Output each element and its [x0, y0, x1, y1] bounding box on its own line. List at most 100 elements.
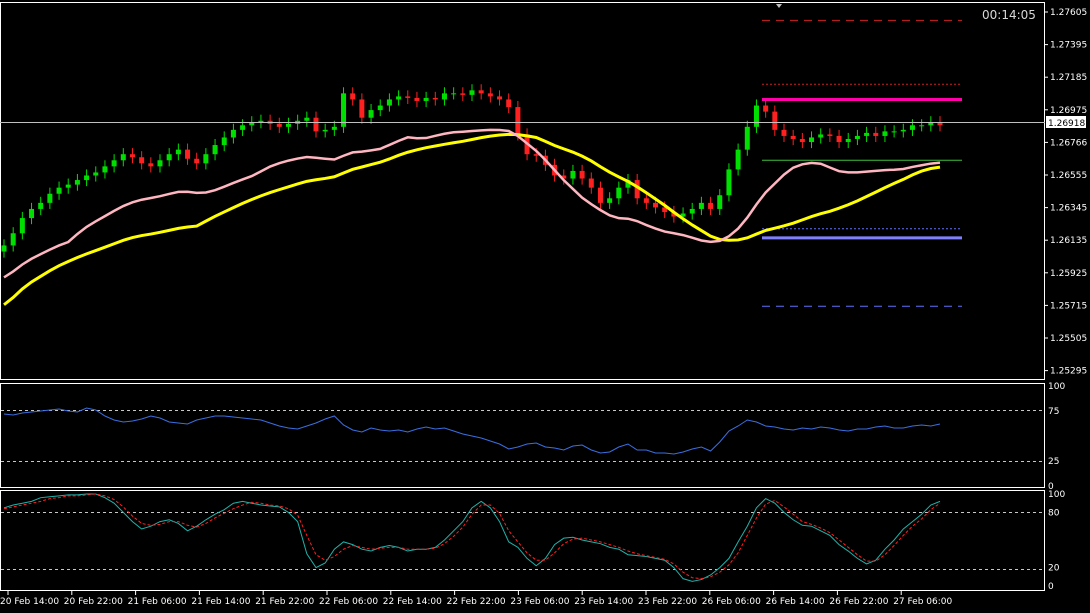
candle-body	[74, 180, 80, 185]
candle-body	[157, 160, 163, 167]
candle-body	[588, 178, 594, 188]
candle-body	[882, 131, 888, 136]
candle-body	[396, 96, 402, 100]
candle-body	[432, 97, 438, 100]
time-tick-label: 26 Feb 22:00	[829, 597, 888, 607]
candle-body	[341, 93, 347, 127]
candle-body	[47, 193, 53, 203]
candle-body	[671, 211, 677, 217]
candle-body	[185, 149, 191, 159]
price-tick-label: 1.25295	[1050, 367, 1087, 377]
candle-body	[276, 123, 282, 127]
rsi-tick-label: 0	[1048, 482, 1054, 492]
stochastic-tick-label: 80	[1048, 508, 1060, 518]
stochastic-signal-line	[3, 493, 941, 580]
candle-body	[790, 135, 796, 139]
time-tick-label: 20 Feb 14:00	[0, 597, 59, 607]
candle-body	[203, 154, 209, 164]
candle-body	[643, 198, 649, 203]
candle-body	[781, 129, 787, 136]
candle-body	[386, 99, 392, 106]
candle-body	[19, 218, 25, 234]
candle-body	[405, 96, 411, 98]
candle-body	[873, 132, 879, 136]
time-tick-label: 23 Feb 22:00	[638, 597, 697, 607]
candle-body	[285, 123, 291, 127]
rsi-tick-label: 75	[1048, 407, 1059, 417]
candle-body	[212, 145, 218, 155]
time-tick-label: 22 Feb 22:00	[447, 597, 506, 607]
candle-body	[38, 202, 44, 209]
stochastic-tick-label: 20	[1048, 564, 1060, 574]
candle-body	[240, 125, 246, 130]
candle-body	[625, 180, 631, 188]
candle-body	[129, 154, 135, 158]
candle-body	[478, 90, 484, 94]
candle-body	[221, 137, 227, 146]
candle-body	[506, 99, 512, 108]
caret-down-icon[interactable]	[776, 4, 782, 8]
price-tick-label: 1.26766	[1050, 138, 1087, 148]
candle-body	[65, 184, 71, 188]
ma-fast-line	[3, 128, 941, 279]
candle-body	[698, 202, 704, 209]
candle-body	[377, 105, 383, 111]
candle-body	[809, 137, 815, 143]
rsi-axis: 100 75 25 0	[1048, 382, 1065, 492]
rsi-line	[3, 407, 941, 455]
rsi-tick-label: 100	[1048, 382, 1065, 392]
time-axis: 20 Feb 14:00 20 Feb 22:00 21 Feb 06:00 21 F…	[0, 591, 953, 607]
candle-body	[561, 175, 567, 179]
candle-body	[864, 132, 870, 136]
candle-body	[726, 169, 732, 196]
candle-body	[368, 110, 374, 118]
candle-body	[230, 129, 236, 138]
time-tick-label: 22 Feb 06:00	[319, 597, 378, 607]
candle-body	[919, 125, 925, 127]
candle-body	[93, 172, 99, 176]
candle-body	[845, 138, 851, 143]
candle-body	[331, 126, 337, 130]
candle-body	[359, 99, 365, 118]
candle-body	[451, 93, 457, 95]
stochastic-panel-frame	[0, 490, 1045, 591]
candle-body	[111, 160, 117, 167]
stochastic-main-line	[3, 493, 941, 582]
candle-body	[441, 93, 447, 100]
candle-body	[350, 93, 356, 100]
time-tick-label: 21 Feb 06:00	[128, 597, 187, 607]
candle-body	[258, 120, 264, 123]
candle-body	[753, 105, 759, 127]
candle-body	[570, 170, 576, 179]
candle-body	[900, 129, 906, 132]
candle-body	[909, 125, 915, 130]
countdown-timer: 00:14:05	[982, 8, 1036, 22]
candle-body	[937, 122, 943, 126]
time-tick-label: 20 Feb 22:00	[64, 597, 123, 607]
price-tick-label: 1.26975	[1050, 106, 1087, 116]
ma-slow-line	[3, 132, 941, 306]
candle-body	[10, 233, 16, 246]
candle-body	[414, 97, 420, 101]
current-price-box	[1046, 116, 1086, 128]
candle-body	[836, 135, 842, 143]
candle-body	[1, 245, 7, 252]
candle-body	[533, 154, 539, 156]
candlesticks[interactable]	[1, 84, 943, 258]
price-tick-label: 1.27605	[1050, 8, 1087, 18]
price-tick-label: 1.25505	[1050, 334, 1087, 344]
time-tick-label: 21 Feb 22:00	[255, 597, 314, 607]
price-tick-label: 1.25715	[1050, 301, 1087, 311]
candle-body	[304, 117, 310, 121]
candle-body	[827, 134, 833, 136]
candle-body	[735, 149, 741, 170]
price-tick-label: 1.26555	[1050, 171, 1087, 181]
rsi-panel-frame	[0, 383, 1045, 488]
candle-body	[689, 208, 695, 214]
candle-body	[487, 93, 493, 97]
candle-body	[313, 117, 319, 132]
level-lines	[762, 19, 962, 307]
candle-body	[56, 187, 62, 194]
stochastic-tick-label: 100	[1048, 490, 1065, 500]
